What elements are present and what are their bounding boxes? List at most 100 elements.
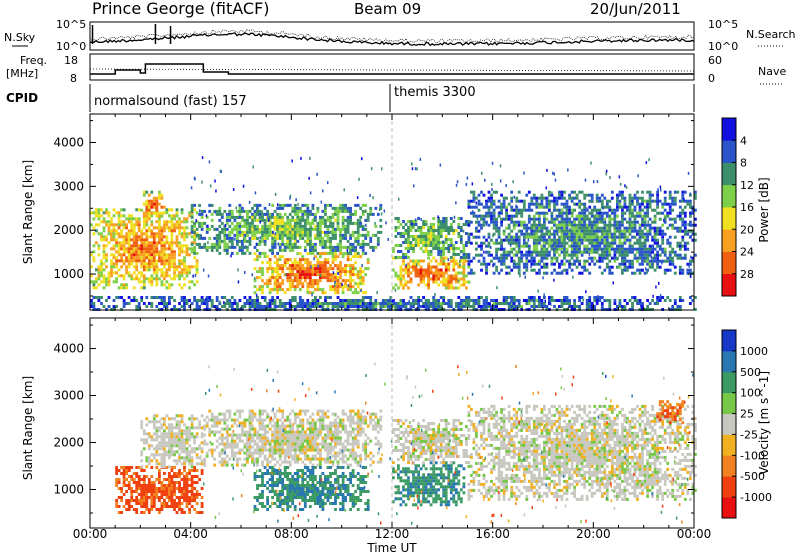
data-cell [530,296,534,299]
data-cell [195,242,199,246]
data-cell [439,268,443,272]
data-cell [241,248,244,252]
data-cell [560,211,564,215]
data-cell [598,241,602,245]
data-cell [429,305,433,308]
data-cell [407,271,410,275]
data-cell [90,299,93,302]
data-cell [683,211,687,215]
data-cell [95,208,98,212]
data-cell [553,217,556,221]
data-cell [130,220,134,224]
data-cell [309,305,312,308]
data-cell [150,214,154,218]
data-cell [326,302,330,305]
data-cell [361,291,365,295]
data-cell [258,267,262,271]
data-cell [595,299,599,302]
data-cell [238,212,242,216]
data-cell [502,232,506,236]
data-cell [545,211,549,215]
data-cell [515,220,519,224]
data-cell [491,182,493,186]
data-cell [309,236,312,240]
data-cell [532,302,536,305]
data-cell [491,188,493,191]
data-cell [140,247,144,251]
data-cell [228,299,232,302]
data-cell [324,209,327,213]
data-cell [371,302,375,305]
data-cell [160,229,164,233]
data-cell [422,244,425,247]
data-cell [145,232,149,236]
data-cell [694,308,697,311]
data-cell [563,262,566,266]
data-cell [261,215,264,219]
data-cell [110,268,113,272]
data-cell [354,299,358,302]
data-cell [487,235,491,239]
data-cell [459,263,461,267]
data-cell [694,296,697,299]
data-cell [142,259,146,263]
data-cell [236,236,239,240]
data-cell [603,244,607,248]
data-cell [510,190,514,194]
data-cell [505,256,508,260]
data-cell [636,211,639,215]
data-cell [256,255,259,259]
data-cell [681,238,685,242]
data-cell [291,236,295,240]
data-cell [661,250,665,254]
data-cell [585,299,589,302]
data-cell [517,241,521,245]
data-cell [394,226,398,229]
data-cell [105,277,108,281]
data-cell [115,271,118,275]
data-cell [349,221,352,225]
data-cell [248,236,252,240]
data-cell [356,291,360,295]
data-cell [253,230,257,234]
data-cell [666,211,670,215]
data-cell [261,270,264,274]
data-cell [543,302,546,305]
data-cell [336,248,340,252]
data-cell [278,221,282,225]
data-cell [263,233,267,237]
data-cell [198,233,201,237]
data-cell [253,285,257,289]
data-cell [582,298,584,302]
data-cell [319,296,322,299]
data-cell [170,220,174,224]
data-cell [512,296,516,299]
data-cell [145,190,149,194]
data-cell [339,239,342,243]
data-cell [105,265,108,269]
data-cell [648,223,652,227]
data-cell [449,302,453,305]
data-cell [502,256,506,260]
data-cell [543,223,546,227]
data-cell [130,223,134,227]
data-cell [303,212,307,216]
data-cell [208,227,212,231]
data-cell [100,271,103,275]
data-cell [580,211,584,215]
data-cell [633,214,637,218]
data-cell [663,268,667,272]
data-cell [130,490,134,493]
data-cell [472,305,476,308]
data-cell [585,223,589,227]
data-cell [590,238,594,242]
data-cell [605,199,609,203]
data-cell [185,265,189,269]
data-cell [444,241,448,244]
data-cell [356,299,360,302]
data-cell [319,233,322,237]
data-cell [454,241,458,244]
data-cell [168,229,171,233]
data-cell [152,271,156,275]
data-cell [492,202,496,206]
